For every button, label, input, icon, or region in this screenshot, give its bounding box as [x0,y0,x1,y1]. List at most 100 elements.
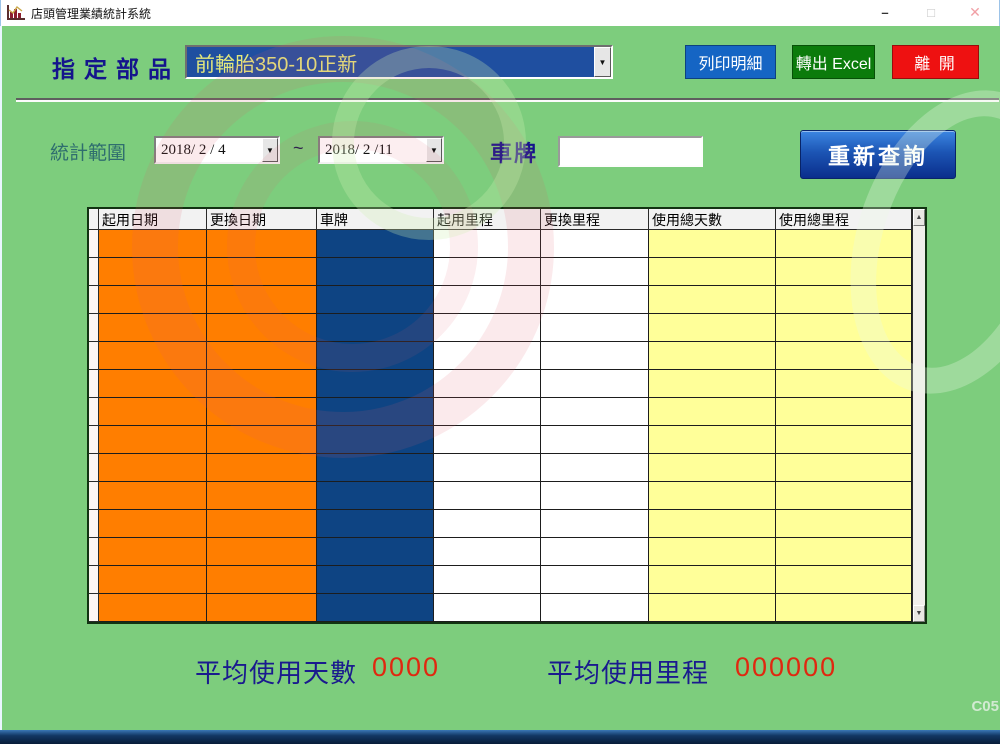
row-selector[interactable] [89,314,99,342]
table-cell[interactable] [207,510,317,538]
table-cell[interactable] [776,370,912,398]
part-combobox[interactable]: 前輪胎350-10正新 ▼ [185,45,613,79]
table-cell[interactable] [99,454,207,482]
table-cell[interactable] [207,482,317,510]
chevron-down-icon[interactable]: ▼ [594,47,611,77]
table-cell[interactable] [317,594,434,622]
table-cell[interactable] [649,482,776,510]
table-cell[interactable] [99,258,207,286]
table-cell[interactable] [99,510,207,538]
table-cell[interactable] [434,426,541,454]
table-cell[interactable] [207,342,317,370]
row-selector[interactable] [89,566,99,594]
table-cell[interactable] [99,314,207,342]
table-cell[interactable] [317,230,434,258]
table-cell[interactable] [207,426,317,454]
table-cell[interactable] [207,454,317,482]
row-selector[interactable] [89,258,99,286]
table-cell[interactable] [649,370,776,398]
table-cell[interactable] [776,342,912,370]
row-selector[interactable] [89,594,99,622]
table-cell[interactable] [99,398,207,426]
table-cell[interactable] [541,510,649,538]
table-cell[interactable] [207,566,317,594]
table-cell[interactable] [541,538,649,566]
row-selector[interactable] [89,482,99,510]
table-cell[interactable] [649,286,776,314]
table-cell[interactable] [317,538,434,566]
table-cell[interactable] [207,230,317,258]
table-cell[interactable] [99,538,207,566]
row-selector[interactable] [89,230,99,258]
table-cell[interactable] [207,538,317,566]
row-selector[interactable] [89,426,99,454]
table-cell[interactable] [776,398,912,426]
table-cell[interactable] [317,426,434,454]
table-cell[interactable] [207,398,317,426]
date-from-combobox[interactable]: 2018/ 2 / 4 ▼ [154,136,280,164]
export-excel-button[interactable]: 轉出 Excel [792,45,875,79]
table-cell[interactable] [649,510,776,538]
table-cell[interactable] [207,370,317,398]
select-all-corner[interactable] [89,209,99,230]
table-cell[interactable] [99,230,207,258]
table-cell[interactable] [541,258,649,286]
table-cell[interactable] [776,538,912,566]
table-cell[interactable] [541,230,649,258]
table-cell[interactable] [776,454,912,482]
table-cell[interactable] [776,566,912,594]
plate-input[interactable] [558,136,703,167]
table-cell[interactable] [776,286,912,314]
chevron-down-icon[interactable]: ▼ [262,138,278,162]
table-cell[interactable] [649,454,776,482]
table-cell[interactable] [649,314,776,342]
table-cell[interactable] [541,314,649,342]
table-cell[interactable] [317,482,434,510]
table-cell[interactable] [434,454,541,482]
print-detail-button[interactable]: 列印明細 [685,45,776,79]
table-cell[interactable] [649,230,776,258]
table-cell[interactable] [434,510,541,538]
table-cell[interactable] [541,482,649,510]
close-button[interactable]: ✕ [969,4,981,20]
table-cell[interactable] [99,370,207,398]
table-cell[interactable] [99,426,207,454]
table-cell[interactable] [434,258,541,286]
table-cell[interactable] [317,258,434,286]
table-cell[interactable] [541,398,649,426]
table-cell[interactable] [541,566,649,594]
table-cell[interactable] [649,398,776,426]
table-cell[interactable] [649,566,776,594]
scroll-up-icon[interactable]: ▲ [913,209,925,226]
table-cell[interactable] [776,510,912,538]
table-cell[interactable] [317,370,434,398]
table-cell[interactable] [317,314,434,342]
table-cell[interactable] [99,286,207,314]
table-cell[interactable] [541,454,649,482]
table-cell[interactable] [434,286,541,314]
table-cell[interactable] [649,426,776,454]
table-cell[interactable] [649,594,776,622]
row-selector[interactable] [89,286,99,314]
row-selector[interactable] [89,454,99,482]
table-cell[interactable] [434,594,541,622]
minimize-button[interactable]: – [881,5,889,20]
table-cell[interactable] [99,342,207,370]
table-cell[interactable] [649,258,776,286]
table-cell[interactable] [317,566,434,594]
table-cell[interactable] [317,342,434,370]
table-cell[interactable] [541,370,649,398]
table-cell[interactable] [776,314,912,342]
vertical-scrollbar[interactable]: ▲ ▼ [912,209,925,622]
table-cell[interactable] [207,286,317,314]
table-cell[interactable] [434,538,541,566]
table-cell[interactable] [207,314,317,342]
table-cell[interactable] [541,426,649,454]
row-selector[interactable] [89,398,99,426]
table-cell[interactable] [434,566,541,594]
table-cell[interactable] [317,454,434,482]
table-cell[interactable] [541,594,649,622]
table-cell[interactable] [207,594,317,622]
row-selector[interactable] [89,342,99,370]
maximize-button[interactable]: □ [927,5,935,20]
